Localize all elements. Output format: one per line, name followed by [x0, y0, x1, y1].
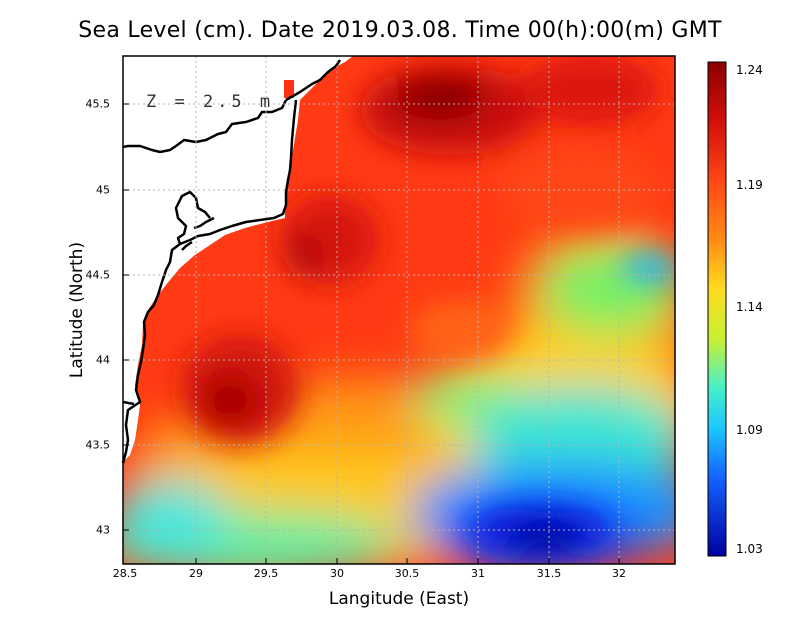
x-tick: 29: [189, 567, 203, 580]
y-tick: 44.5: [85, 268, 111, 282]
y-tick: 44: [96, 353, 110, 367]
x-tick: 29.5: [253, 567, 279, 580]
x-tick: 31.5: [536, 567, 562, 580]
colorbar-label: 1.24: [736, 63, 763, 77]
colorbar-label: 1.19: [736, 178, 763, 192]
y-tick: 43: [96, 523, 110, 537]
x-tick: 28.5: [112, 567, 138, 580]
coastline: [121, 59, 342, 464]
y-tick: 43.5: [85, 438, 111, 452]
x-axis-title: Langitude (East): [328, 589, 470, 609]
depth-label: Z = 2.5 m: [146, 92, 275, 112]
y-tick: 45: [96, 183, 110, 197]
land-mass: [123, 56, 353, 462]
x-tick: 30: [330, 567, 344, 580]
sea-level-field: [123, 56, 675, 564]
grid: [123, 56, 675, 564]
chart-title: Sea Level (cm). Date 2019.03.08. Time 00…: [78, 18, 722, 43]
x-tick: 31: [471, 567, 485, 580]
x-tick: 32: [612, 567, 626, 580]
y-tick: 45.5: [85, 97, 111, 111]
plot-frame: [122, 55, 676, 565]
colorbar: [707, 61, 727, 557]
colorbar-label: 1.14: [736, 300, 763, 314]
colorbar-label: 1.03: [736, 542, 763, 556]
colorbar-label: 1.09: [736, 423, 763, 437]
x-tick: 30.5: [394, 567, 420, 580]
tick-marks: [123, 103, 620, 564]
y-axis-title: Latitude (North): [67, 241, 87, 379]
